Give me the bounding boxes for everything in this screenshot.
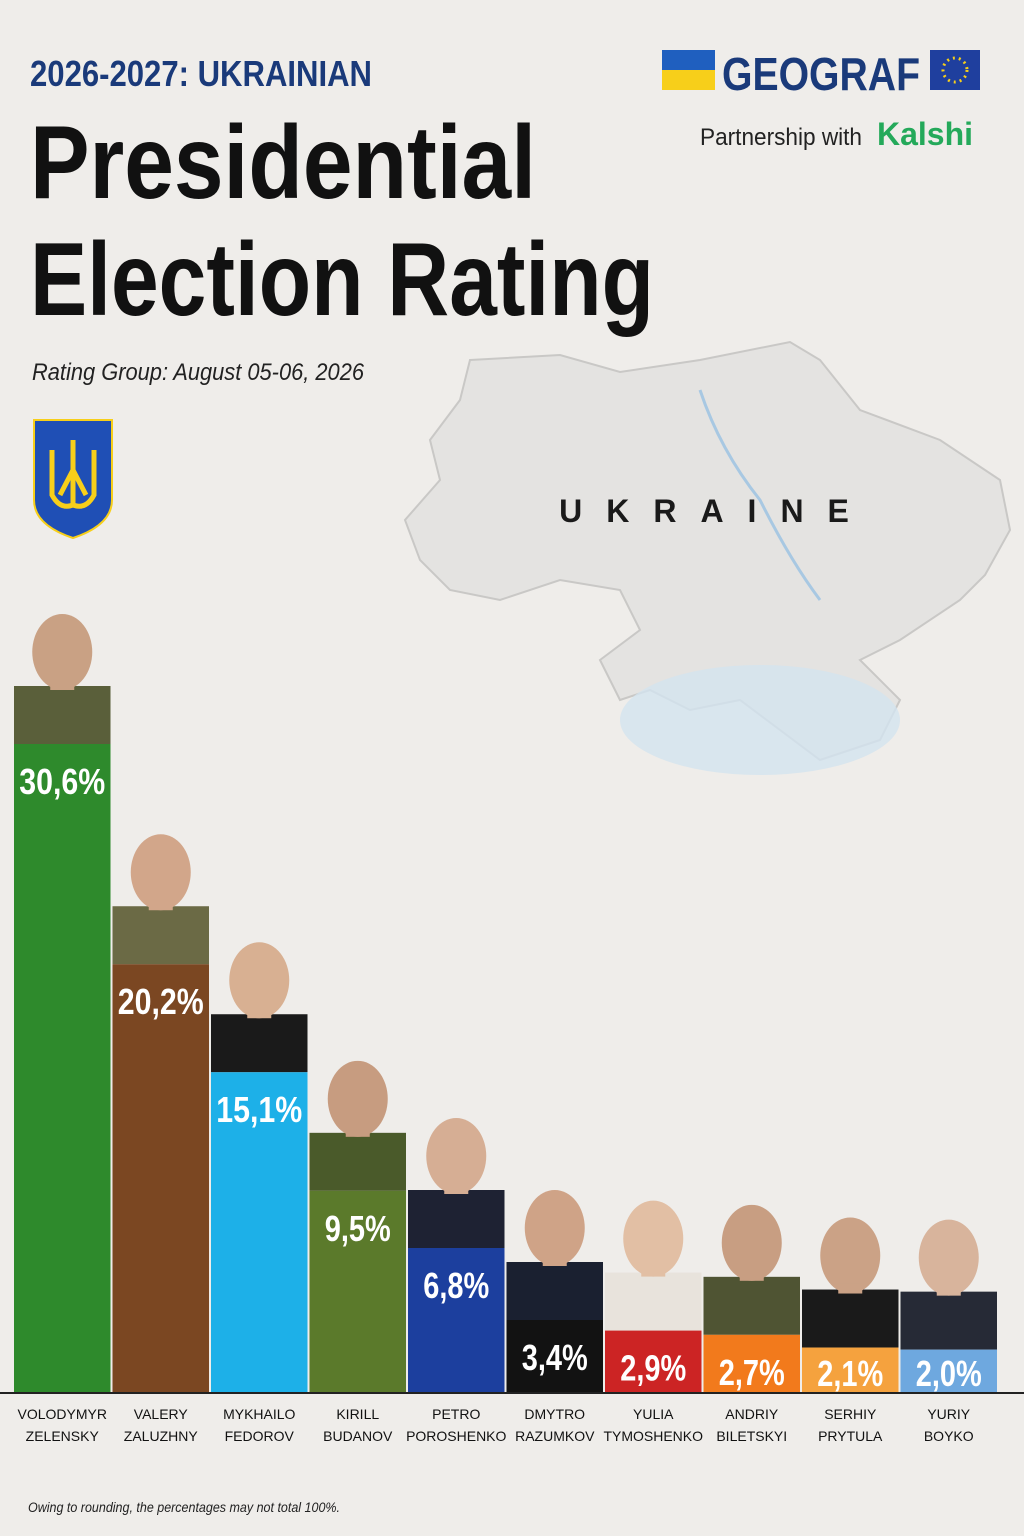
category-label: KIRILL BUDANOV xyxy=(323,1406,393,1444)
portrait-neck xyxy=(148,900,173,911)
portrait-head xyxy=(327,1060,388,1137)
portrait-neck xyxy=(444,1184,469,1194)
category-label: MYKHAILO FEDOROV xyxy=(223,1406,295,1444)
portrait-clothing xyxy=(802,1289,899,1348)
value-label: 6,8% xyxy=(423,1265,489,1306)
title: Election Rating xyxy=(30,222,654,338)
portrait-clothing xyxy=(112,906,209,965)
value-label: 3,4% xyxy=(522,1337,588,1378)
bar xyxy=(605,1330,702,1392)
coat-of-arms xyxy=(33,419,113,540)
portrait-head xyxy=(721,1204,782,1281)
bar xyxy=(900,1349,997,1392)
portrait-clothing xyxy=(309,1132,406,1191)
portrait xyxy=(112,834,209,965)
value-label: 20,2% xyxy=(118,981,204,1022)
portrait-head xyxy=(32,614,93,690)
partnership: Partnership with xyxy=(700,124,862,151)
portrait-clothing xyxy=(14,686,111,744)
value-label: 15,1% xyxy=(216,1089,302,1130)
portrait-head xyxy=(426,1118,487,1194)
portrait-neck xyxy=(542,1256,567,1266)
value-label: 2,0% xyxy=(916,1353,982,1394)
portrait xyxy=(506,1190,603,1320)
portrait xyxy=(309,1060,406,1191)
bar xyxy=(408,1248,505,1392)
footnote: Owing to rounding, the percentages may n… xyxy=(28,1499,340,1515)
bar xyxy=(506,1320,603,1392)
bar xyxy=(802,1347,899,1392)
portrait xyxy=(14,614,111,744)
portrait-neck xyxy=(838,1283,863,1294)
value-label: 30,6% xyxy=(19,761,105,802)
portrait-head xyxy=(623,1200,684,1277)
title: Presidential xyxy=(30,105,536,221)
portrait-head xyxy=(524,1190,585,1266)
portrait xyxy=(605,1200,702,1331)
map-label: UKRAINE xyxy=(559,493,873,529)
category-label: YURIY BOYKO xyxy=(924,1406,974,1444)
bar xyxy=(703,1334,800,1392)
portrait xyxy=(802,1217,899,1348)
partner: Kalshi xyxy=(877,116,973,152)
portrait-head xyxy=(820,1217,881,1294)
portrait-clothing xyxy=(703,1276,800,1335)
portrait-head xyxy=(229,942,290,1019)
value-label: 2,1% xyxy=(817,1353,883,1394)
portrait-clothing xyxy=(211,1014,308,1073)
bar xyxy=(309,1190,406,1392)
brand: GEOGRAF xyxy=(722,48,920,100)
eu-flag xyxy=(930,50,980,90)
category-label: DMYTRO RAZUMKOV xyxy=(515,1406,595,1444)
map: UKRAINE xyxy=(403,340,1012,775)
portrait-clothing xyxy=(408,1190,505,1248)
portrait-neck xyxy=(345,1126,370,1137)
portrait-clothing xyxy=(506,1262,603,1320)
portrait-clothing xyxy=(605,1272,702,1331)
portrait-neck xyxy=(247,1008,272,1019)
portrait xyxy=(408,1118,505,1248)
portrait-neck xyxy=(739,1270,764,1281)
value-label: 9,5% xyxy=(325,1208,391,1249)
bar xyxy=(112,964,209,1392)
bar xyxy=(211,1072,308,1392)
portrait-neck xyxy=(936,1285,961,1296)
bar xyxy=(14,744,111,1392)
ukraine-flag xyxy=(662,50,715,90)
portrait-clothing xyxy=(900,1291,997,1350)
kicker: 2026-2027: UKRAINIAN xyxy=(30,53,372,94)
source: Rating Group: August 05-06, 2026 xyxy=(32,359,365,386)
category-label: PETRO POROSHENKO xyxy=(406,1406,506,1444)
value-label: 2,9% xyxy=(620,1348,686,1389)
portrait-head xyxy=(130,834,191,911)
category-label: VOLODYMYR ZELENSKY xyxy=(18,1406,107,1444)
category-label: SERHIY PRYTULA xyxy=(818,1406,883,1444)
portrait xyxy=(211,942,308,1073)
portrait xyxy=(703,1204,800,1335)
category-label: VALERY ZALUZHNY xyxy=(124,1406,199,1444)
portrait-neck xyxy=(641,1266,666,1277)
category-label: YULIA TYMOSHENKO xyxy=(603,1406,703,1444)
portrait xyxy=(900,1219,997,1350)
category-label: ANDRIY BILETSKYI xyxy=(716,1406,787,1444)
value-label: 2,7% xyxy=(719,1352,785,1393)
portrait-head xyxy=(918,1219,979,1296)
portrait-neck xyxy=(50,680,75,690)
